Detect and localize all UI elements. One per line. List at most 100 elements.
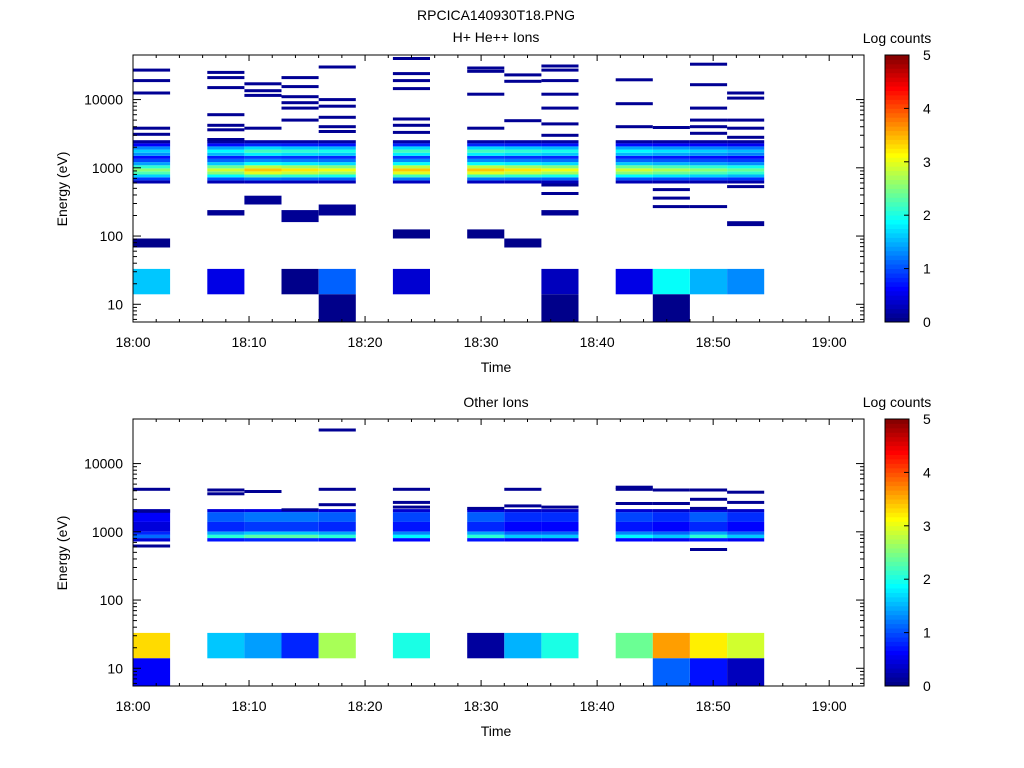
spectrum-cell: [392, 180, 430, 184]
heatmap-cell: [504, 238, 542, 248]
spectrum-cell: [504, 152, 542, 156]
colorbar-segment: [885, 139, 909, 145]
spectrum-cell: [244, 140, 282, 144]
spectrum-cell: [690, 143, 728, 147]
spectrum-cell: [467, 162, 505, 166]
colorbar-segment: [885, 623, 909, 629]
count-line: [318, 98, 356, 102]
spectrum-cell: [504, 143, 542, 147]
count-line: [207, 138, 245, 141]
heatmap-cell: [727, 221, 765, 227]
heatmap-cell: [615, 268, 653, 295]
spectrum-cell: [652, 159, 690, 163]
count-line: [207, 76, 245, 80]
colorbar-segment: [885, 521, 909, 527]
count-line: [281, 76, 319, 80]
colorbar-segment: [885, 126, 909, 132]
colorbar-tick-label: 3: [923, 518, 931, 534]
count-line: [727, 126, 765, 130]
count-line: [133, 126, 171, 130]
spectrum-cell: [652, 168, 690, 172]
spectrum-cell: [244, 509, 282, 513]
spectrum-cell: [281, 521, 319, 532]
count-line: [652, 205, 690, 209]
spectrum-cell: [727, 165, 765, 169]
spectrum-cell: [615, 168, 653, 172]
spectrum-cell: [541, 168, 579, 172]
spectrum-cell: [467, 152, 505, 156]
y-tick-label: 10: [107, 660, 123, 676]
spectrum-cell: [615, 165, 653, 169]
colorbar-segment: [885, 277, 909, 283]
colorbar-segment: [885, 81, 909, 87]
count-line: [467, 506, 505, 510]
count-line: [467, 66, 505, 70]
count-line: [392, 72, 430, 76]
spectrum-cell: [690, 146, 728, 150]
colorbar-segment: [885, 63, 909, 69]
count-line: [281, 118, 319, 122]
colorbar-segment: [885, 77, 909, 83]
spectrum-cell: [615, 140, 653, 144]
spectrum-cell: [727, 171, 765, 175]
spectrum-cell: [244, 171, 282, 175]
colorbar-segment: [885, 55, 909, 60]
spectrum-cell: [281, 171, 319, 175]
spectrum-cell: [467, 177, 505, 181]
spectrum-cell: [727, 531, 765, 535]
y-tick-label: 100: [100, 592, 124, 608]
spectrum-cell: [504, 174, 542, 178]
spectrum-cell: [392, 162, 430, 166]
count-line: [318, 125, 356, 129]
axes: 18:00 18:10 18:20 18:30 18:40 18:50 19:00 10 100…: [84, 418, 865, 714]
spectrum-cell: [467, 509, 505, 513]
colorbar-label: Log counts: [863, 30, 932, 46]
panel-h-he-ions: H+ He++ Ions 18:00 18:10 18:20 18:30 18:40 18…: [54, 29, 931, 375]
count-line: [207, 113, 245, 117]
count-line: [318, 104, 356, 108]
colorbar-segment: [885, 95, 909, 100]
colorbar-segment: [885, 215, 909, 221]
count-line: [318, 130, 356, 133]
spectrum-cell: [318, 174, 356, 178]
figure-title: RPCICA140930T18.PNG: [417, 7, 575, 23]
colorbar-segment: [885, 68, 909, 74]
x-tick-label: 18:40: [580, 334, 615, 350]
count-line: [615, 102, 653, 106]
spectrum-cell: [133, 155, 171, 159]
spectrum-cell: [207, 143, 245, 147]
count-line: [207, 70, 245, 74]
colorbar-segment: [885, 135, 909, 140]
spectrum-cell: [504, 512, 542, 522]
colorbar-segment: [885, 654, 909, 660]
count-line: [615, 78, 653, 82]
spectrum-cell: [615, 146, 653, 150]
spectrum-cell: [318, 534, 356, 539]
spectrum-cell: [504, 155, 542, 159]
spectrum-cell: [615, 512, 653, 522]
spectrum-cell: [690, 538, 728, 542]
heatmap-cell: [392, 632, 430, 659]
count-line: [392, 487, 430, 491]
spectrum-cell: [504, 531, 542, 535]
heatmap-cell: [318, 268, 356, 295]
spectrum-cell: [318, 149, 356, 153]
spectrum-cell: [615, 174, 653, 178]
colorbar-segment: [885, 650, 909, 656]
y-tick-label: 10000: [84, 456, 123, 472]
heatmap-cell: [207, 210, 245, 216]
colorbar-segment: [885, 317, 909, 323]
heatmap-cell: [615, 632, 653, 659]
spectrum-cell: [615, 531, 653, 535]
spectrum-cell: [467, 521, 505, 532]
spectrum-cell: [690, 152, 728, 156]
spectrum-cell: [133, 534, 171, 539]
count-line: [652, 196, 690, 200]
colorbar-segment: [885, 179, 909, 185]
count-line: [727, 96, 765, 100]
count-line: [244, 490, 282, 493]
spectrum-cell: [727, 538, 765, 542]
spectrum-cell: [541, 534, 579, 539]
spectrum-cell: [318, 159, 356, 163]
colorbar-segment: [885, 601, 909, 607]
